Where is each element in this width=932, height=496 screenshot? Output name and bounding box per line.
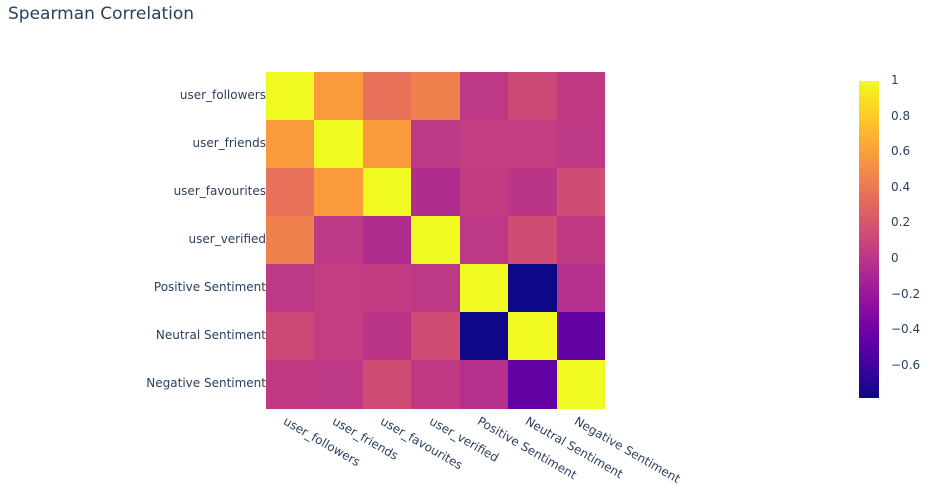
heatmap-cell[interactable] <box>411 216 461 265</box>
heatmap-cell[interactable] <box>362 360 412 409</box>
colorbar-tick-label: 0.6 <box>891 144 911 159</box>
colorbar-tick-label: −0.4 <box>891 322 921 337</box>
heatmap-cell[interactable] <box>508 216 558 265</box>
heatmap-cell[interactable] <box>362 312 412 361</box>
y-tick-label: Positive Sentiment <box>153 280 266 294</box>
colorbar <box>859 81 879 398</box>
y-tick-label: user_verified <box>188 232 266 246</box>
colorbar-tick-label: 0.4 <box>891 179 911 194</box>
heatmap-cell[interactable] <box>314 168 364 217</box>
heatmap-cell[interactable] <box>556 264 606 313</box>
heatmap-cell[interactable] <box>556 216 606 265</box>
heatmap-cell[interactable] <box>556 72 606 121</box>
y-tick-label: Neutral Sentiment <box>155 328 266 342</box>
colorbar-tick-label: 1 <box>891 73 899 87</box>
heatmap-cell[interactable] <box>459 120 509 169</box>
heatmap-cell[interactable] <box>508 120 558 169</box>
y-tick-label: Negative Sentiment <box>146 376 266 390</box>
heatmap-cell[interactable] <box>314 120 364 169</box>
heatmap-cell[interactable] <box>266 72 315 121</box>
heatmap-cell[interactable] <box>459 264 509 313</box>
colorbar-tick-label: 0.8 <box>891 108 911 123</box>
heatmap-cell[interactable] <box>556 312 606 361</box>
heatmap-cell[interactable] <box>266 360 315 409</box>
heatmap-cell[interactable] <box>266 216 315 265</box>
heatmap-cell[interactable] <box>556 168 606 217</box>
heatmap-cell[interactable] <box>314 360 364 409</box>
heatmap-cell[interactable] <box>314 72 364 121</box>
heatmap-cell[interactable] <box>411 120 461 169</box>
heatmap-cell[interactable] <box>266 120 315 169</box>
heatmap-cell[interactable] <box>508 168 558 217</box>
heatmap-cell[interactable] <box>266 168 315 217</box>
heatmap-cell[interactable] <box>314 216 364 265</box>
heatmap-cell[interactable] <box>508 312 558 361</box>
heatmap-cell[interactable] <box>459 72 509 121</box>
heatmap-plot-area[interactable] <box>266 72 606 409</box>
y-tick-label: user_followers <box>179 88 266 102</box>
heatmap-cell[interactable] <box>411 360 461 409</box>
heatmap-cell[interactable] <box>362 264 412 313</box>
heatmap-cell[interactable] <box>362 72 412 121</box>
colorbar-tick-label: −0.2 <box>891 286 921 301</box>
colorbar-tick-label: −0.6 <box>891 357 921 372</box>
heatmap-cell[interactable] <box>362 120 412 169</box>
y-tick-label: user_favourites <box>173 184 266 198</box>
heatmap-cell[interactable] <box>266 312 315 361</box>
heatmap-cell[interactable] <box>508 264 558 313</box>
heatmap-cell[interactable] <box>556 120 606 169</box>
heatmap-cell[interactable] <box>411 264 461 313</box>
heatmap-cell[interactable] <box>459 312 509 361</box>
heatmap-cell[interactable] <box>508 72 558 121</box>
heatmap-cell[interactable] <box>314 264 364 313</box>
heatmap-cell[interactable] <box>459 216 509 265</box>
heatmap-cell[interactable] <box>266 264 315 313</box>
heatmap-cell[interactable] <box>459 168 509 217</box>
heatmap-cell[interactable] <box>556 360 606 409</box>
chart-title: Spearman Correlation <box>8 4 195 24</box>
y-tick-label: user_friends <box>192 136 266 150</box>
heatmap-cell[interactable] <box>459 360 509 409</box>
heatmap-cell[interactable] <box>508 360 558 409</box>
heatmap-cell[interactable] <box>411 168 461 217</box>
colorbar-tick-label: 0.2 <box>891 215 911 230</box>
heatmap-cell[interactable] <box>362 216 412 265</box>
heatmap-cell[interactable] <box>411 312 461 361</box>
x-tick-label: user_favourites <box>378 414 466 473</box>
heatmap-cell[interactable] <box>314 312 364 361</box>
heatmap-cell[interactable] <box>411 72 461 121</box>
heatmap-cell[interactable] <box>362 168 412 217</box>
colorbar-tick-label: 0 <box>891 251 899 266</box>
